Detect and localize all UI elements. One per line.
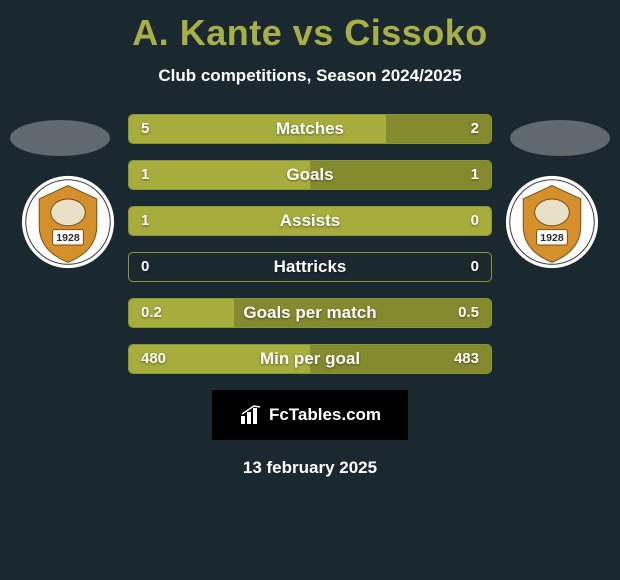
stat-label: Min per goal	[129, 345, 491, 373]
svg-text:1928: 1928	[540, 232, 564, 244]
comparison-panel: 1928 1928 52Matches 11Goals 10Assists 00Hat…	[0, 114, 620, 478]
stat-row: 0.20.5Goals per match	[128, 298, 492, 328]
stat-label: Assists	[129, 207, 491, 235]
stat-label: Goals per match	[129, 299, 491, 327]
brand-text: FcTables.com	[269, 405, 381, 425]
brand-box: FcTables.com	[212, 390, 408, 440]
date-label: 13 february 2025	[10, 458, 610, 478]
stat-label: Hattricks	[129, 253, 491, 281]
stat-label: Matches	[129, 115, 491, 143]
stat-row: 480483Min per goal	[128, 344, 492, 374]
stat-row: 11Goals	[128, 160, 492, 190]
svg-text:1928: 1928	[56, 232, 80, 244]
club-badge-left: 1928	[20, 174, 116, 270]
stat-row: 10Assists	[128, 206, 492, 236]
player-shadow-right	[510, 120, 610, 156]
brand-chart-icon	[239, 404, 265, 426]
stat-label: Goals	[129, 161, 491, 189]
stat-row: 52Matches	[128, 114, 492, 144]
subtitle: Club competitions, Season 2024/2025	[0, 66, 620, 86]
stat-row: 00Hattricks	[128, 252, 492, 282]
page-title: A. Kante vs Cissoko	[0, 0, 620, 54]
stat-bars: 52Matches 11Goals 10Assists 00Hattricks 0.20…	[128, 114, 492, 374]
player-shadow-left	[10, 120, 110, 156]
club-badge-right: 1928	[504, 174, 600, 270]
